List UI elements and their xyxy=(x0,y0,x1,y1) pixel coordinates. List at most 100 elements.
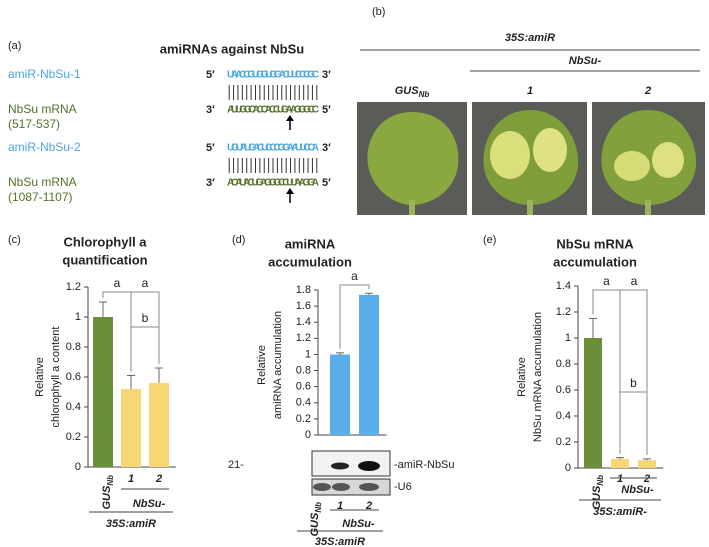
y-tick-label: 0.6 xyxy=(296,381,311,393)
panel-label: (e) xyxy=(483,234,496,246)
arrow-head xyxy=(286,115,294,121)
chart-title: quantification xyxy=(62,252,147,267)
bar xyxy=(121,389,141,467)
group-label: NbSu- xyxy=(133,498,166,510)
y-axis-label: Relative xyxy=(516,357,528,397)
y-tick-label: 0 xyxy=(75,461,81,473)
y-axis-label: Relative xyxy=(256,345,268,385)
leaf-photos xyxy=(357,102,705,215)
significance-letter: a xyxy=(114,276,121,290)
y-tick-label: 1.2 xyxy=(296,332,311,344)
chart-title: accumulation xyxy=(553,254,637,269)
footer-label: 35S:amiR xyxy=(106,518,156,530)
five-prime: 5′ xyxy=(206,69,215,81)
y-tick-label: 0.4 xyxy=(66,401,81,413)
arrow-head xyxy=(286,188,294,194)
panel-label: (a) xyxy=(8,40,21,52)
y-tick-label: 1 xyxy=(305,348,311,360)
significance-bracket xyxy=(339,284,370,349)
size-marker: 21- xyxy=(228,459,244,471)
bar xyxy=(638,460,656,468)
bar xyxy=(330,354,350,435)
x-tick-label: 2 xyxy=(365,500,372,512)
y-tick-label: 0.4 xyxy=(556,410,571,422)
target-range: (1087-1107) xyxy=(8,190,73,204)
amirna-name: amiR-NbSu-1 xyxy=(8,67,81,81)
x-tick-label: 2 xyxy=(155,473,162,485)
construct-label: 35S:amiR xyxy=(505,32,555,44)
y-tick-label: 1.6 xyxy=(296,300,311,312)
y-tick-label: 0.8 xyxy=(66,341,81,353)
y-tick-label: 0.8 xyxy=(556,358,571,370)
chart-title: accumulation xyxy=(268,254,352,269)
target-name: NbSu mRNA xyxy=(8,102,77,116)
y-tick-label: 1.8 xyxy=(296,284,311,296)
bar xyxy=(359,294,379,435)
amirna-seq: UGUAUGACUCCCGGAAUUCCA xyxy=(227,143,319,154)
bar xyxy=(611,458,629,468)
y-tick-label: 0.6 xyxy=(556,384,571,396)
y-tick-label: 0.2 xyxy=(66,431,81,443)
x-tick-label: 1 xyxy=(617,473,623,485)
significance-letter: a xyxy=(603,274,610,288)
significance-letter: a xyxy=(631,274,638,288)
panel-label: (b) xyxy=(372,6,385,18)
bar xyxy=(584,338,602,468)
significance-letter: b xyxy=(630,376,637,390)
y-tick-label: 1.2 xyxy=(556,306,571,318)
panel-label: (d) xyxy=(232,234,245,246)
group-label: NbSu- xyxy=(621,484,654,496)
y-tick-label: 1 xyxy=(565,332,571,344)
y-axis-label: Relative xyxy=(34,357,46,397)
y-tick-label: 0.4 xyxy=(296,397,311,409)
y-axis-label: chlorophyll a content xyxy=(50,327,62,428)
sample-label: 2 xyxy=(644,85,651,97)
northern-blot xyxy=(311,450,391,496)
band-label: -U6 xyxy=(394,481,412,493)
y-tick-label: 0.6 xyxy=(66,371,81,383)
footer-label: 35S:amiR xyxy=(315,536,365,547)
significance-bracket xyxy=(619,391,648,455)
panel-label: (c) xyxy=(8,234,21,246)
y-tick-label: 1.4 xyxy=(296,316,311,328)
y-tick-label: 0 xyxy=(565,462,571,474)
three-prime: 3′ xyxy=(322,69,331,81)
y-tick-label: 1 xyxy=(75,311,81,323)
x-tick-label: GUSNb xyxy=(101,475,115,510)
x-tick-label: 1 xyxy=(337,500,343,512)
five-prime: 5′ xyxy=(322,104,331,116)
amirna-seq: UAACCGUGGUGGACUUCCCGC xyxy=(227,70,319,81)
group-label: NbSu- xyxy=(569,55,602,67)
y-tick-label: 0.2 xyxy=(556,436,571,448)
y-tick-label: 0 xyxy=(305,429,311,441)
three-prime: 3′ xyxy=(322,142,331,154)
y-tick-label: 0.2 xyxy=(296,413,311,425)
target-seq: ACAUACUGAGGGCCUUAAGGA xyxy=(227,178,319,189)
y-axis-label: amiRNA accumulation xyxy=(272,311,284,419)
three-prime: 3′ xyxy=(206,104,215,116)
y-axis-label: NbSu mRNA accumulation xyxy=(532,312,544,442)
significance-letter: a xyxy=(142,276,149,290)
x-tick-label: 1 xyxy=(128,473,134,485)
chart-title: amiRNA xyxy=(285,236,336,251)
three-prime: 3′ xyxy=(206,177,215,189)
amirna-name: amiR-NbSu-2 xyxy=(8,140,81,154)
panel-title: amiRNAs against NbSu xyxy=(160,41,305,56)
group-label: NbSu- xyxy=(342,518,375,530)
target-seq: AUUGGCACCACCUGAAGGGCC xyxy=(227,105,319,116)
category-subscript: Nb xyxy=(106,475,115,486)
y-tick-label: 0.8 xyxy=(296,364,311,376)
sample-label: 1 xyxy=(527,85,533,97)
footer-label: 35S:amiR- xyxy=(593,506,647,518)
chart-title: Chlorophyll a xyxy=(63,234,147,249)
sample-label: GUSNb xyxy=(395,85,430,99)
y-tick-label: 1.4 xyxy=(556,280,571,292)
category-subscript: Nb xyxy=(314,502,323,513)
x-tick-label: 2 xyxy=(643,473,650,485)
sample-subscript: Nb xyxy=(419,90,430,99)
y-tick-label: 1.2 xyxy=(66,281,81,293)
chart-title: NbSu mRNA xyxy=(556,236,634,251)
category-subscript: Nb xyxy=(596,475,605,486)
significance-letter: a xyxy=(351,269,358,283)
